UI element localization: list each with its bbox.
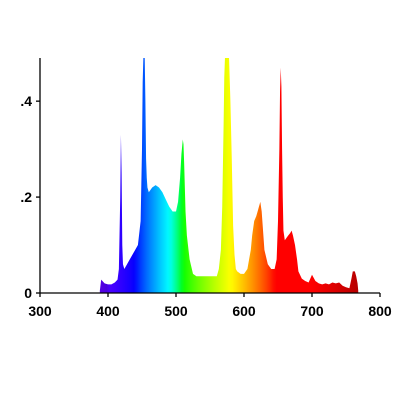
spectrum-area — [99, 58, 359, 293]
x-tick-label: 600 — [232, 303, 256, 319]
x-tick-label: 800 — [368, 303, 392, 319]
y-tick-label: 0 — [24, 285, 32, 301]
y-tick-label: .4 — [20, 93, 32, 109]
x-tick-label: 700 — [300, 303, 324, 319]
tick-labels: 300 400 500 600 700 800 0 .2 .4 — [20, 93, 392, 319]
axes — [36, 58, 381, 297]
x-tick-label: 400 — [96, 303, 120, 319]
x-tick-label: 500 — [164, 303, 188, 319]
x-tick-label: 300 — [28, 303, 52, 319]
y-tick-label: .2 — [20, 189, 32, 205]
plot-area — [99, 58, 359, 293]
